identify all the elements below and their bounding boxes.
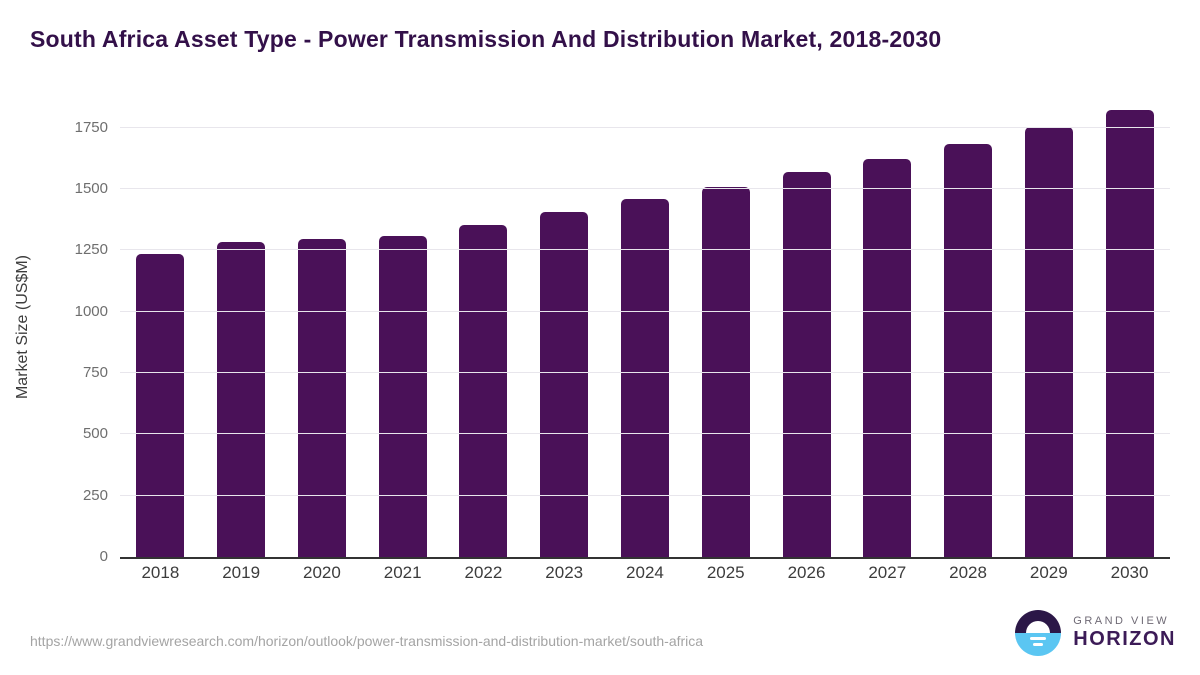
gridline-250 [120, 494, 1170, 496]
y-tick-label: 750 [82, 364, 108, 382]
x-tick-label-2025: 2025 [706, 563, 745, 582]
logo-text-grand-view: GRAND VIEW [1073, 615, 1170, 628]
bar-2029[interactable] [1024, 127, 1073, 557]
bar-2028[interactable] [944, 144, 993, 557]
bar-2021[interactable] [378, 236, 427, 557]
x-tick-label-2019: 2019 [222, 563, 261, 582]
gridline-1500 [120, 188, 1170, 190]
bar-2024[interactable] [620, 199, 669, 557]
x-tick-label-2028: 2028 [949, 563, 987, 582]
grand-view-horizon-logo: GRAND VIEW HORIZON [1015, 610, 1176, 656]
sunrise-horizon-icon [1015, 610, 1062, 656]
x-tick-label-2027: 2027 [868, 563, 907, 582]
bar-2026[interactable] [782, 172, 831, 557]
y-tick-label: 1250 [74, 241, 108, 259]
bar-2030[interactable] [1105, 110, 1154, 557]
x-tick-label-2020: 2020 [302, 563, 341, 582]
logo-text: GRAND VIEW HORIZON [1073, 615, 1176, 651]
y-tick-label: 0 [99, 548, 108, 565]
x-tick-label-2021: 2021 [383, 563, 422, 582]
x-tick-label-2029: 2029 [1029, 563, 1068, 582]
gridline-1250 [120, 249, 1170, 251]
x-tick-label-2024: 2024 [626, 563, 664, 582]
y-axis-tick-labels: 0 250 500 750 1000 1250 1500 1750 [30, 96, 108, 565]
y-tick-label: 1500 [74, 180, 108, 198]
bar-2020[interactable] [297, 239, 346, 557]
x-tick-label-2022: 2022 [464, 563, 503, 582]
y-tick-label: 1750 [74, 118, 108, 136]
y-tick-label: 500 [82, 425, 108, 443]
x-tick-label-2018: 2018 [141, 563, 180, 582]
source-url: https://www.grandviewresearch.com/horizo… [30, 633, 704, 649]
x-tick-label-2026: 2026 [787, 563, 826, 582]
gridline-750 [120, 372, 1170, 374]
bar-2023[interactable] [540, 212, 589, 557]
bar-2022[interactable] [459, 225, 508, 557]
bar-2019[interactable] [217, 242, 266, 557]
gridline-1000 [120, 310, 1170, 312]
x-tick-label-2023: 2023 [545, 563, 584, 582]
bar-2027[interactable] [863, 159, 912, 557]
x-axis-tick-labels: 2018 2019 2020 2021 2022 2023 2024 2025 2026 2027… [120, 563, 1170, 583]
x-tick-label-2030: 2030 [1110, 563, 1149, 582]
y-tick-label: 250 [82, 486, 108, 504]
bar-2018[interactable] [136, 254, 185, 557]
gridline-500 [120, 433, 1170, 435]
gridline-1750 [120, 126, 1170, 128]
y-tick-label: 1000 [74, 302, 108, 320]
logo-text-horizon: HORIZON [1073, 627, 1176, 650]
chart-title: South Africa Asset Type - Power Transmis… [30, 26, 942, 52]
plot-area [120, 96, 1170, 559]
bar-series [120, 96, 1170, 557]
